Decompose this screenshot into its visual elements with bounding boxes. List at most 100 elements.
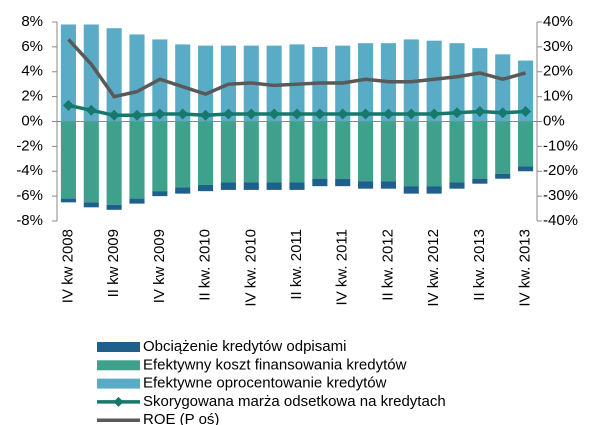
bar <box>358 181 374 189</box>
bar <box>358 43 374 122</box>
marker <box>177 108 189 120</box>
x-tick-label: IV kw. 2012 <box>425 229 442 307</box>
x-tick-label: II kw. 2013 <box>471 229 488 301</box>
y-tick-label: -8% <box>16 212 43 229</box>
legend-label: Obciążenie kredytów odpisami <box>143 338 346 355</box>
bar <box>472 48 488 122</box>
y2-tick-label: 10% <box>543 88 573 105</box>
legend-label: Efektywne oprocentowanie kredytów <box>143 375 387 392</box>
x-tick-label: II kw. 2012 <box>379 229 396 301</box>
bar <box>129 198 145 204</box>
marker <box>62 99 74 111</box>
marker <box>474 106 486 118</box>
y-tick-label: 6% <box>21 38 43 55</box>
marker <box>108 109 120 121</box>
y-tick-label: 4% <box>21 63 43 80</box>
x-tick-label: II kw. 2010 <box>197 229 214 301</box>
marker <box>520 106 532 118</box>
bar <box>449 121 465 183</box>
x-tick-label: II kw. 2011 <box>288 229 305 300</box>
y-tick-label: 8% <box>21 13 43 30</box>
bar <box>175 121 191 188</box>
bar <box>60 24 76 122</box>
bar <box>335 121 351 179</box>
bar <box>266 45 282 122</box>
x-tick-label: IV kw. 2013 <box>517 229 534 307</box>
bar <box>495 173 511 179</box>
bar <box>106 28 122 122</box>
x-tick-label: II kw 2009 <box>105 229 122 297</box>
bar <box>426 121 442 187</box>
bar <box>175 44 191 122</box>
legend-label: Skorygowana marża odsetkowa na kredytach <box>143 393 446 410</box>
bar <box>129 34 145 122</box>
marker <box>360 108 372 120</box>
bar <box>380 181 396 189</box>
marker <box>337 108 349 120</box>
bar <box>106 204 122 210</box>
x-tick-label: IV kw 2008 <box>59 229 76 303</box>
bar <box>220 121 236 183</box>
marker <box>382 108 394 120</box>
marker <box>268 108 280 120</box>
x-tick-label: IV kw 2009 <box>151 229 168 303</box>
legend-label: Efektywny koszt finansowania kredytów <box>143 356 407 373</box>
y-tick-label: -4% <box>16 162 43 179</box>
bar <box>426 40 442 122</box>
y-tick-label: -2% <box>16 137 43 154</box>
y2-tick-label: 20% <box>543 63 573 80</box>
bar <box>403 121 419 187</box>
legend-label: ROE (P oś) <box>143 411 219 425</box>
legend-swatch <box>97 342 140 352</box>
y-tick-label: 0% <box>21 112 43 129</box>
marker <box>405 108 417 120</box>
marker <box>291 108 303 120</box>
y2-tick-label: 40% <box>543 13 573 30</box>
bar <box>83 121 99 203</box>
bar <box>243 182 259 190</box>
bar <box>518 166 534 172</box>
bar <box>472 121 488 179</box>
bar <box>198 184 214 192</box>
y2-tick-label: 0% <box>543 112 565 129</box>
bar <box>60 121 76 199</box>
bar <box>289 121 305 183</box>
bar <box>449 43 465 122</box>
marker <box>428 108 440 120</box>
marker <box>451 107 463 119</box>
bar <box>243 121 259 183</box>
marker <box>154 108 166 120</box>
x-tick-label: IV kw. 2010 <box>242 229 259 307</box>
bar <box>83 202 99 208</box>
bar <box>106 121 122 205</box>
bar <box>266 121 282 183</box>
y2-tick-label: -20% <box>543 162 578 179</box>
marker <box>497 107 509 119</box>
bar <box>426 186 442 194</box>
bar <box>220 182 236 190</box>
y2-tick-label: 30% <box>543 38 573 55</box>
y-tick-label: 2% <box>21 88 43 105</box>
bar <box>289 182 305 190</box>
bar <box>198 45 214 122</box>
bar <box>358 121 374 182</box>
bar <box>495 54 511 122</box>
y2-tick-label: -40% <box>543 212 578 229</box>
bar <box>129 121 145 199</box>
bar <box>152 191 168 197</box>
bar <box>518 121 534 167</box>
y-tick-label: -6% <box>16 187 43 204</box>
marker <box>245 108 257 120</box>
legend-marker <box>113 396 124 407</box>
bar <box>266 182 282 190</box>
bar <box>83 24 99 122</box>
marker <box>222 108 234 120</box>
legend-swatch <box>97 378 140 389</box>
marker <box>85 104 97 116</box>
bar <box>312 178 328 187</box>
marker <box>131 109 143 121</box>
marker <box>200 109 212 121</box>
bar <box>198 121 214 185</box>
bar <box>175 187 191 194</box>
